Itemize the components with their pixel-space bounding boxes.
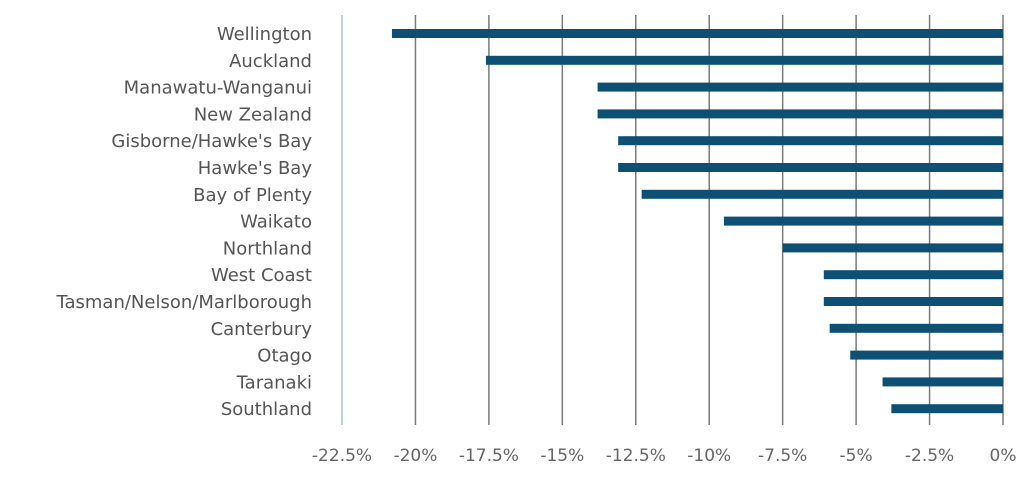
x-tick-label: -20% bbox=[393, 446, 437, 466]
x-tick-label: -7.5% bbox=[758, 446, 807, 466]
bar bbox=[823, 297, 1003, 306]
x-tick-label: -15% bbox=[540, 446, 584, 466]
bar bbox=[485, 55, 1003, 65]
x-tick-label: -12.5% bbox=[606, 446, 666, 466]
bar bbox=[882, 377, 1003, 387]
bar bbox=[891, 404, 1003, 414]
category-label: New Zealand bbox=[194, 104, 312, 125]
x-tick-label: -10% bbox=[687, 446, 731, 466]
bars bbox=[391, 29, 1003, 414]
bar bbox=[618, 163, 1003, 172]
category-label: Bay of Plenty bbox=[193, 185, 312, 206]
x-tick-label: -17.5% bbox=[459, 446, 519, 466]
bar bbox=[641, 189, 1003, 199]
category-labels: Wellington Auckland Manawatu-Wanganui New Z… bbox=[55, 24, 312, 420]
bar bbox=[391, 29, 1003, 38]
bar bbox=[618, 136, 1003, 146]
bar bbox=[597, 109, 1003, 119]
category-label: Manawatu-Wanganui bbox=[124, 78, 312, 99]
x-axis-tick-labels: -22.5% -20% -17.5% -15% -12.5% -10% -7.5% -5% -2… bbox=[312, 446, 1017, 466]
bar bbox=[829, 323, 1003, 333]
category-label: Auckland bbox=[229, 51, 312, 72]
category-label: Otago bbox=[257, 346, 312, 367]
category-label: Waikato bbox=[240, 212, 312, 233]
category-label: Northland bbox=[223, 238, 312, 259]
category-label: Southland bbox=[221, 399, 312, 420]
category-label: Tasman/Nelson/Marlborough bbox=[55, 292, 312, 313]
category-label: West Coast bbox=[211, 265, 312, 286]
x-tick-label: -5% bbox=[840, 446, 873, 466]
bar bbox=[782, 243, 1003, 253]
bar bbox=[723, 216, 1003, 226]
category-label: Gisborne/Hawke's Bay bbox=[111, 131, 312, 152]
bar bbox=[823, 270, 1003, 280]
bar bbox=[597, 82, 1003, 92]
category-label: Wellington bbox=[217, 24, 312, 45]
x-tick-label: -2.5% bbox=[905, 446, 954, 466]
x-tick-label: 0% bbox=[990, 446, 1017, 466]
category-label: Hawke's Bay bbox=[198, 158, 313, 179]
bar bbox=[850, 350, 1003, 360]
category-label: Taranaki bbox=[236, 372, 312, 393]
x-tick-label: -22.5% bbox=[312, 446, 372, 466]
category-label: Canterbury bbox=[211, 319, 313, 340]
